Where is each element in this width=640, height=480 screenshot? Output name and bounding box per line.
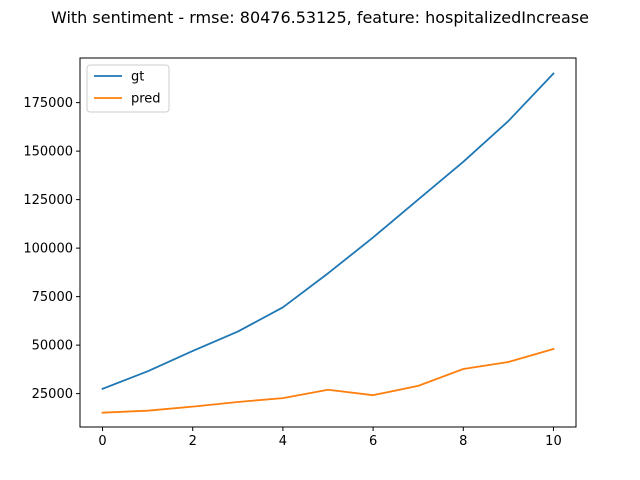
series-line-pred (101, 347, 555, 414)
y-tick-label: 25000 (32, 387, 73, 402)
plot-area (101, 72, 555, 414)
legend-label-pred: pred (131, 92, 161, 107)
x-tick-label: 8 (459, 434, 467, 449)
y-tick-label: 125000 (23, 193, 73, 208)
y-tick-label: 150000 (23, 145, 73, 160)
x-tick-label: 4 (279, 434, 287, 449)
x-tick-label: 6 (369, 434, 377, 449)
plot-frame (79, 57, 577, 428)
x-tick-label: 0 (98, 434, 106, 449)
y-tick-label: 75000 (32, 290, 73, 305)
x-tick-label: 2 (189, 434, 197, 449)
series-line-gt (101, 72, 555, 390)
legend-label-gt: gt (131, 70, 144, 85)
chart-title: With sentiment - rmse: 80476.53125, feat… (51, 8, 589, 27)
y-tick-label: 50000 (32, 339, 73, 354)
axes: 0 2 4 6 8 10 25000 50000 75000 100000 125000 150000… (23, 57, 577, 449)
y-tick-label: 175000 (23, 96, 73, 111)
x-tick-label: 10 (545, 434, 562, 449)
y-tick-label: 100000 (23, 242, 73, 257)
legend: gt pred (86, 64, 170, 113)
